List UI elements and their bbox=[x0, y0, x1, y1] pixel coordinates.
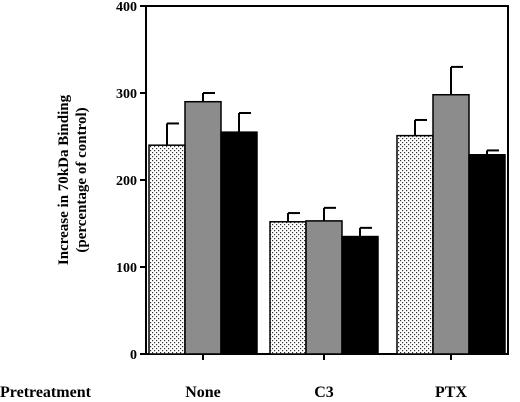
y-tick-label: 200 bbox=[116, 174, 137, 189]
plot-area: 0 100 200 300 400 None C3 PTX bbox=[116, 0, 509, 401]
x-tick-label: PTX bbox=[435, 384, 467, 401]
bar bbox=[341, 235, 379, 355]
bar bbox=[220, 131, 258, 355]
y-tick-label: 300 bbox=[116, 87, 137, 102]
y-tick-label: 0 bbox=[130, 348, 137, 363]
bar bbox=[432, 93, 470, 355]
y-axis-title-line1: Increase in 70kDa Binding bbox=[56, 94, 72, 265]
y-tick-label: 100 bbox=[116, 261, 137, 276]
bar bbox=[305, 220, 343, 355]
bar bbox=[184, 100, 222, 355]
bar bbox=[148, 144, 186, 355]
y-axis-title-line2: (percentage of control) bbox=[74, 107, 90, 252]
bar bbox=[468, 154, 506, 355]
x-tick-label: C3 bbox=[314, 384, 334, 401]
y-tick-label: 400 bbox=[116, 0, 137, 15]
bar bbox=[269, 221, 307, 355]
x-axis-title: Pretreatment bbox=[0, 384, 92, 401]
x-tick-label: None bbox=[185, 384, 221, 401]
bar bbox=[396, 134, 434, 355]
